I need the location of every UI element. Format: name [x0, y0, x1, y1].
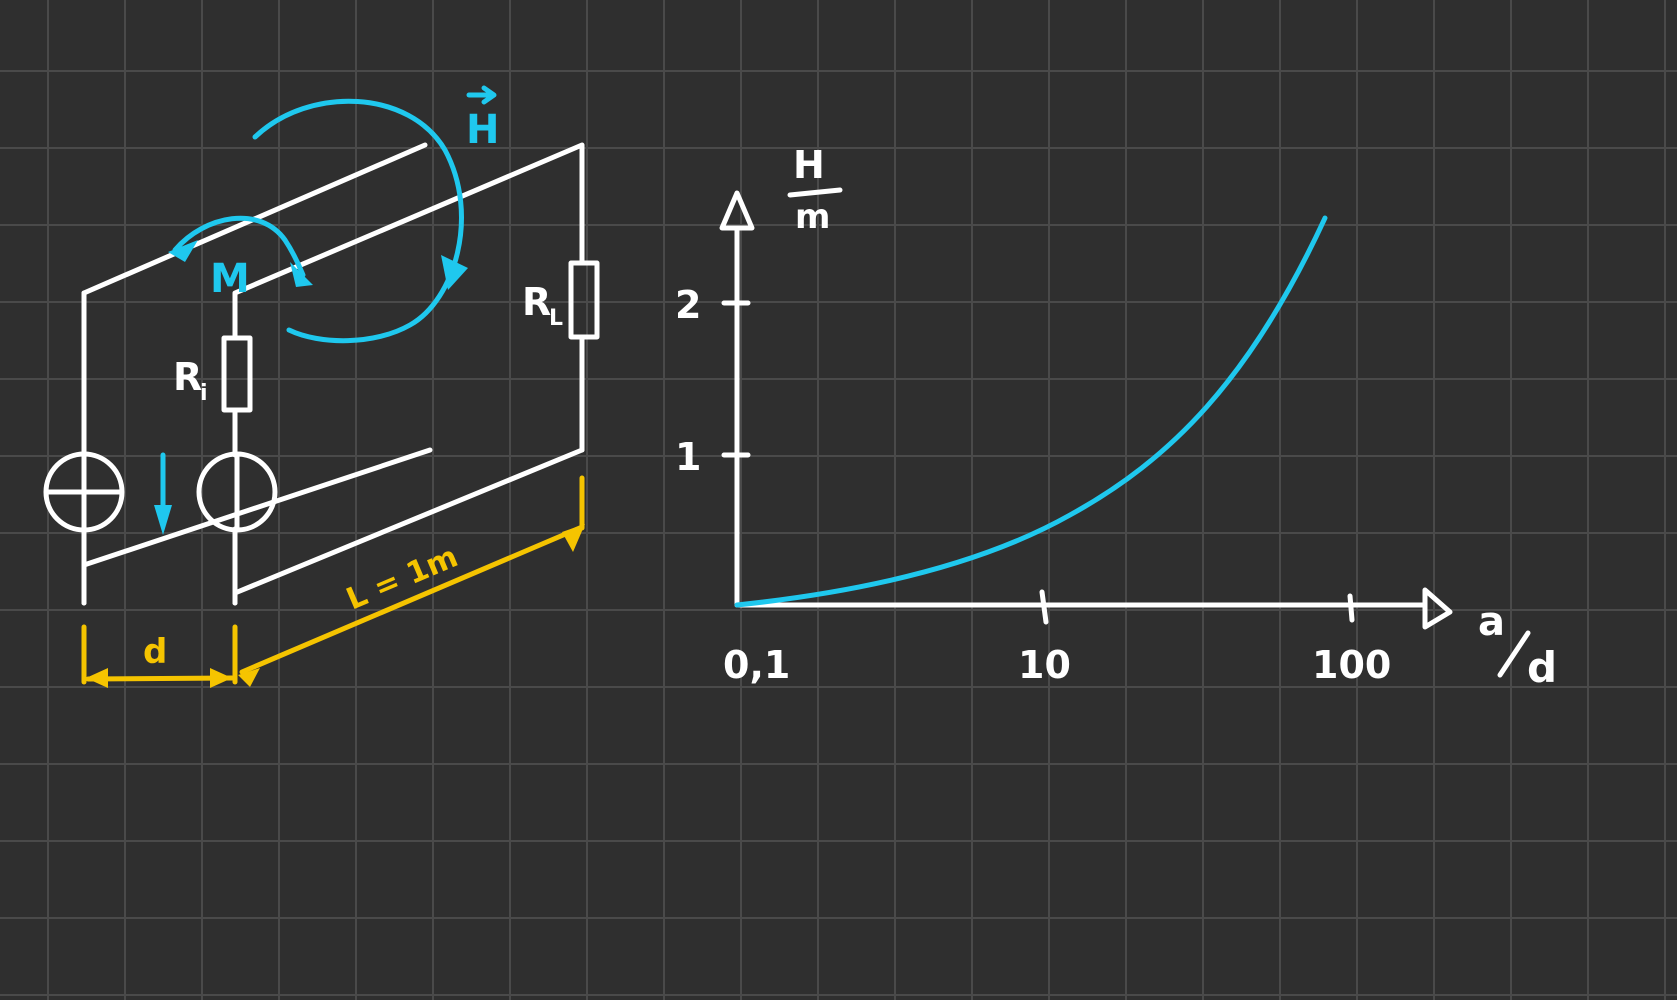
- top-rail-front: [232, 142, 585, 301]
- moment-arrowhead-right: [290, 262, 313, 287]
- l-arrow-end: [562, 524, 585, 552]
- load-resistor-label: R: [522, 280, 551, 324]
- x-tick-label-100: 100: [1312, 643, 1391, 687]
- y-tick-label-2: 2: [675, 283, 701, 327]
- source-current-arrowhead: [154, 505, 172, 535]
- x-label-numerator: a: [1478, 599, 1505, 645]
- h-vector-tip: [481, 85, 497, 105]
- x-axis-arrowhead: [1422, 587, 1453, 630]
- h-vs-ratio-curve: [734, 215, 1328, 608]
- x-label-slash: [1497, 630, 1531, 678]
- x-label-denominator: d: [1527, 643, 1557, 692]
- h-field-arc: [252, 98, 464, 344]
- y-unit-numerator: H: [793, 143, 825, 187]
- l-dimension-line: [239, 524, 585, 675]
- load-resistor-sub: L: [549, 306, 563, 331]
- l-arrow-start: [238, 668, 260, 687]
- top-rail-back: [81, 142, 428, 568]
- h-field-label: H: [466, 107, 499, 153]
- load-resistor: [568, 260, 600, 340]
- internal-resistor: [221, 335, 253, 413]
- d-arrow-left: [86, 668, 108, 688]
- d-dimension-label: d: [143, 632, 167, 672]
- x-tick-100: [1347, 593, 1355, 623]
- internal-resistor-sub: i: [200, 381, 208, 406]
- moment-arrowhead-left: [168, 240, 198, 262]
- internal-resistor-label: R: [173, 355, 202, 399]
- x-tick-label-10: 10: [1018, 643, 1071, 687]
- field-annotations: H M: [154, 85, 499, 535]
- moment-label: M: [210, 256, 250, 302]
- x-tick-10: [1039, 589, 1049, 625]
- y-unit-denominator: m: [795, 197, 830, 237]
- y-tick-label-1: 1: [675, 435, 701, 479]
- h-field-arrowhead: [441, 255, 468, 290]
- x-tick-label-0-1: 0,1: [723, 643, 790, 687]
- d-arrow-right: [210, 668, 232, 688]
- moment-arc: [172, 215, 306, 278]
- plot: 2 1 H m 0,1 10 100 a d: [675, 143, 1557, 692]
- y-axis-arrowhead: [719, 190, 755, 231]
- circuit: R i R L: [43, 142, 600, 606]
- y-unit-fraction-bar: [787, 187, 843, 198]
- d-dimension-line: [85, 675, 235, 682]
